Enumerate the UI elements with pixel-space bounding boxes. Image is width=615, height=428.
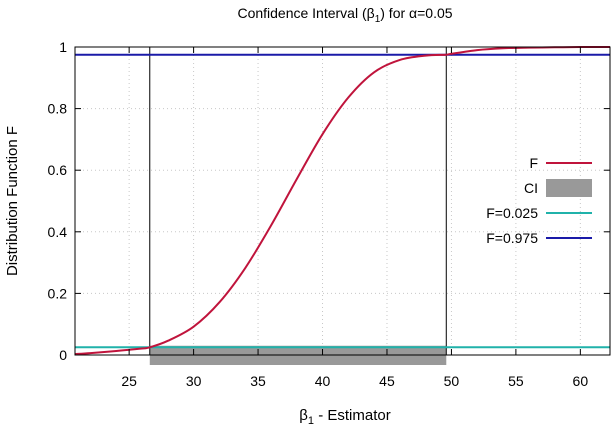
chart-title: Confidence Interval (β1) for α=0.05 [237,5,452,25]
x-axis-label: β1 - Estimator [299,407,390,427]
x-tick-label: 25 [121,373,137,389]
y-tick-label: 0 [59,347,67,363]
legend-label: CI [524,180,538,196]
x-tick-label: 45 [379,373,395,389]
x-tick-label: 55 [508,373,524,389]
grid-lines [75,46,610,356]
axis-ticks: 25 30 35 40 45 50 55 60 0 0.2 0.4 0.6 0.8 1 [48,39,610,389]
x-tick-label: 35 [250,373,266,389]
y-tick-label: 0.6 [48,162,68,178]
legend: F CI F=0.025 F=0.975 [486,155,592,246]
y-tick-label: 0.2 [48,285,68,301]
x-tick-label: 40 [315,373,331,389]
x-tick-label: 30 [186,373,202,389]
legend-swatch-ci [546,179,592,197]
x-tick-label: 50 [444,373,460,389]
legend-label: F=0.025 [486,205,538,221]
y-tick-label: 1 [59,39,67,55]
cdf-curve [74,45,611,356]
plot-border [74,46,611,356]
legend-label: F [529,155,538,171]
y-axis-label: Distribution Function F [4,126,21,276]
legend-label: F=0.975 [486,230,538,246]
plot-marks [74,45,611,365]
x-tick-label: 60 [573,373,589,389]
y-tick-label: 0.4 [48,224,68,240]
y-tick-label: 0.8 [48,101,68,117]
